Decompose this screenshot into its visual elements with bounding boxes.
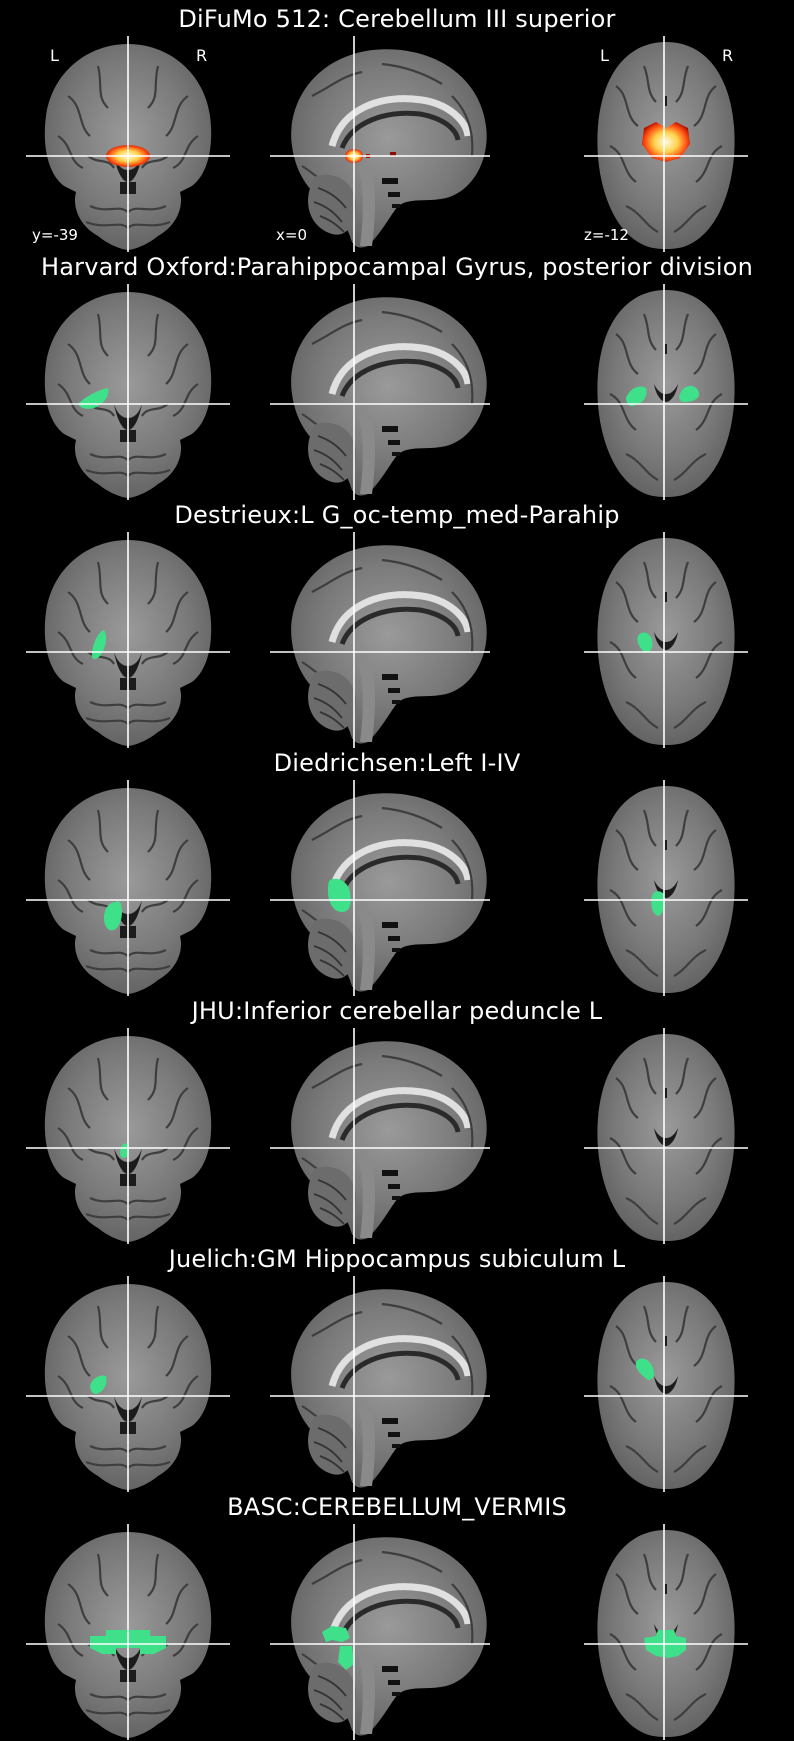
coordinate-z-label: z=-12 (584, 226, 629, 244)
axial-view (584, 1524, 748, 1740)
atlas-region (120, 1143, 129, 1158)
crosshair (584, 36, 748, 252)
crosshair (584, 532, 748, 748)
panel-2: Harvard Oxford:Parahippocampal Gyrus, po… (0, 248, 794, 500)
sagittal-view (270, 1524, 490, 1740)
coronal-view (26, 1524, 230, 1740)
sagittal-brain (291, 1289, 487, 1488)
sagittal-brain (291, 1537, 487, 1736)
sagittal-view (270, 532, 490, 748)
sagittal-view (270, 284, 490, 500)
axial-brain (597, 1282, 735, 1489)
crosshair (584, 1276, 748, 1492)
coordinate-x-label: x=0 (276, 226, 307, 244)
panel-title: BASC:CEREBELLUM_VERMIS (227, 1493, 567, 1521)
atlas-region (637, 632, 653, 653)
panel-title: DiFuMo 512: Cerebellum III superior (178, 5, 616, 33)
crosshair (26, 1276, 230, 1492)
axial-view (584, 284, 748, 500)
sagittal-brain (291, 545, 487, 744)
crosshair (270, 1524, 490, 1740)
coronal-view (26, 36, 230, 252)
orientation-right-label: R (196, 46, 208, 65)
panel-5: JHU:Inferior cerebellar peduncle L (0, 992, 794, 1244)
crosshair (26, 36, 230, 252)
atlas-region (104, 901, 122, 931)
crosshair (584, 1028, 748, 1244)
axial-view (584, 1028, 748, 1244)
crosshair (584, 284, 748, 500)
crosshair (270, 1276, 490, 1492)
axial-view (584, 780, 748, 996)
coronal-view (26, 284, 230, 500)
axial-brain (597, 538, 735, 745)
orientation-left-label: L (50, 46, 59, 65)
axial-brain (597, 290, 735, 497)
axial-view (584, 532, 748, 748)
panel-title: Diedrichsen:Left I-IV (273, 749, 521, 777)
crosshair (270, 1028, 490, 1244)
atlas-region-left (626, 386, 647, 406)
sagittal-brain (291, 49, 487, 248)
axial-view (584, 36, 748, 252)
sagittal-view (270, 780, 490, 996)
crosshair (270, 780, 490, 996)
axial-brain (597, 1034, 735, 1241)
panel-title: Harvard Oxford:Parahippocampal Gyrus, po… (40, 253, 754, 281)
heat-region (642, 122, 690, 162)
axial-view (584, 1276, 748, 1492)
crosshair (270, 36, 490, 252)
axial-brain (597, 786, 735, 993)
atlas-region (651, 891, 665, 916)
sagittal-view (270, 1276, 490, 1492)
panel-6: Juelich:GM Hippocampus subiculum L (0, 1240, 794, 1492)
panel-title: Juelich:GM Hippocampus subiculum L (168, 1245, 626, 1273)
atlas-region (328, 878, 351, 912)
crosshair (26, 532, 230, 748)
crosshair (270, 532, 490, 748)
coronal-view (26, 1276, 230, 1492)
sagittal-brain (291, 297, 487, 496)
sagittal-view (270, 1028, 490, 1244)
panel-title: Destrieux:L G_oc-temp_med-Parahip (174, 501, 620, 529)
coronal-view (26, 1028, 230, 1244)
orientation-right-label: R (722, 46, 734, 65)
atlas-region (322, 1626, 350, 1642)
coronal-view (26, 532, 230, 748)
panel-3: Destrieux:L G_oc-temp_med-Parahip (0, 496, 794, 748)
crosshair (584, 1524, 748, 1740)
atlas-region (90, 1375, 107, 1394)
sagittal-view (270, 36, 490, 252)
crosshair (26, 1524, 230, 1740)
panel-4: Diedrichsen:Left I-IV (0, 744, 794, 996)
atlas-region (338, 1646, 354, 1670)
coronal-view (26, 780, 230, 996)
crosshair (26, 284, 230, 500)
sagittal-brain (291, 793, 487, 992)
atlas-region-right (679, 385, 700, 402)
sagittal-brain (291, 1041, 487, 1240)
crosshair (26, 1028, 230, 1244)
orientation-left-label: L (600, 46, 609, 65)
panel-7: BASC:CEREBELLUM_VERMIS (0, 1488, 794, 1740)
coordinate-y-label: y=-39 (32, 226, 78, 244)
crosshair (26, 780, 230, 996)
panel-title: JHU:Inferior cerebellar peduncle L (191, 997, 603, 1025)
crosshair (270, 284, 490, 500)
crosshair (584, 780, 748, 996)
atlas-region (635, 1358, 655, 1380)
